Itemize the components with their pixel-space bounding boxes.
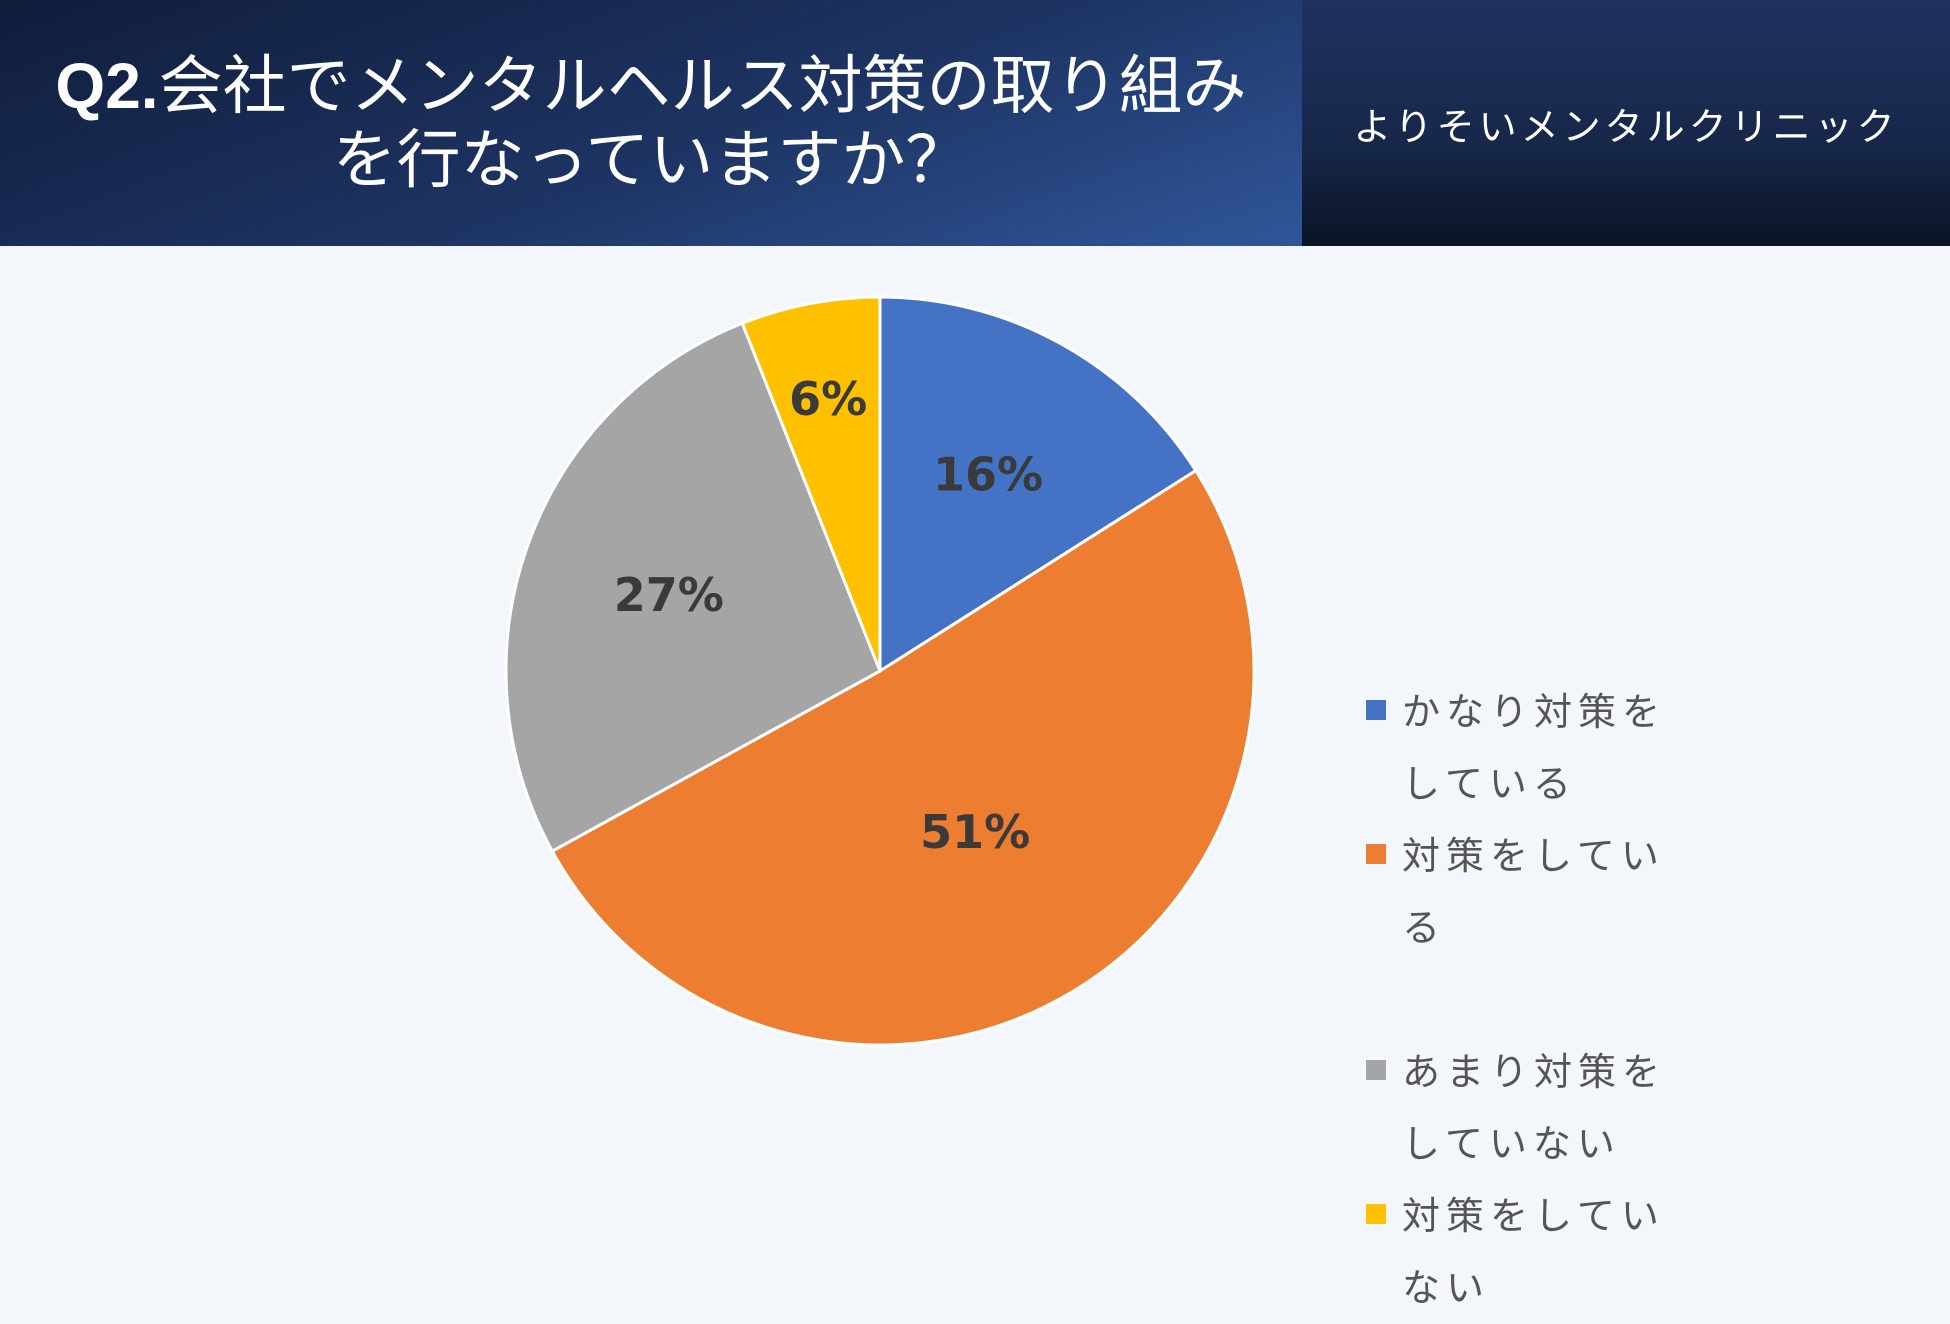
legend-label: あまり対策をしていない: [1402, 1050, 1667, 1166]
brand-area: よりそいメンタルクリニック: [1302, 0, 1950, 246]
title-area: Q2.会社でメンタルヘルス対策の取り組みを行なっていますか？: [0, 0, 1302, 246]
legend-item: かなり対策をしている: [1366, 676, 1696, 820]
pie-chart: 16% 51% 27% 6%: [504, 295, 1256, 1047]
legend-item: 対策をしている: [1366, 820, 1696, 964]
legend-label: 対策をしている: [1402, 834, 1665, 950]
legend-label: 対策をしていない: [1402, 1194, 1665, 1310]
pie-slice: [550, 468, 1256, 1047]
legend-item: 対策をしていない: [1366, 1180, 1696, 1324]
pie-slice: [878, 295, 1198, 674]
legend-item: あまり対策をしていない: [1366, 1036, 1696, 1180]
slice-data-label: 51%: [920, 805, 1030, 859]
chart-area: 16% 51% 27% 6% かなり対策をしている 対策をしている あまり対策をしていない…: [0, 246, 1950, 1310]
pie-slice: [740, 295, 882, 672]
page-title: Q2.会社でメンタルヘルス対策の取り組みを行なっていますか？: [51, 49, 1251, 198]
slice-data-label: 27%: [614, 568, 724, 622]
slice-data-label: 16%: [933, 447, 1043, 501]
legend-swatch: [1366, 844, 1386, 864]
question-number: Q2.: [55, 49, 159, 122]
legend: かなり対策をしている 対策をしている あまり対策をしていない 対策をしていない: [1366, 676, 1696, 1324]
legend-label: かなり対策をしている: [1402, 690, 1667, 806]
slice-data-label: 6%: [789, 372, 867, 426]
question-text: 会社でメンタルヘルス対策の取り組みを行なっていますか？: [158, 49, 1247, 198]
legend-swatch: [1366, 700, 1386, 720]
legend-swatch: [1366, 1204, 1386, 1224]
legend-swatch: [1366, 1060, 1386, 1080]
clinic-name: よりそいメンタルクリニック: [1353, 104, 1899, 149]
pie-slice: [504, 321, 882, 854]
header: Q2.会社でメンタルヘルス対策の取り組みを行なっていますか？ よりそいメンタルク…: [0, 0, 1950, 246]
